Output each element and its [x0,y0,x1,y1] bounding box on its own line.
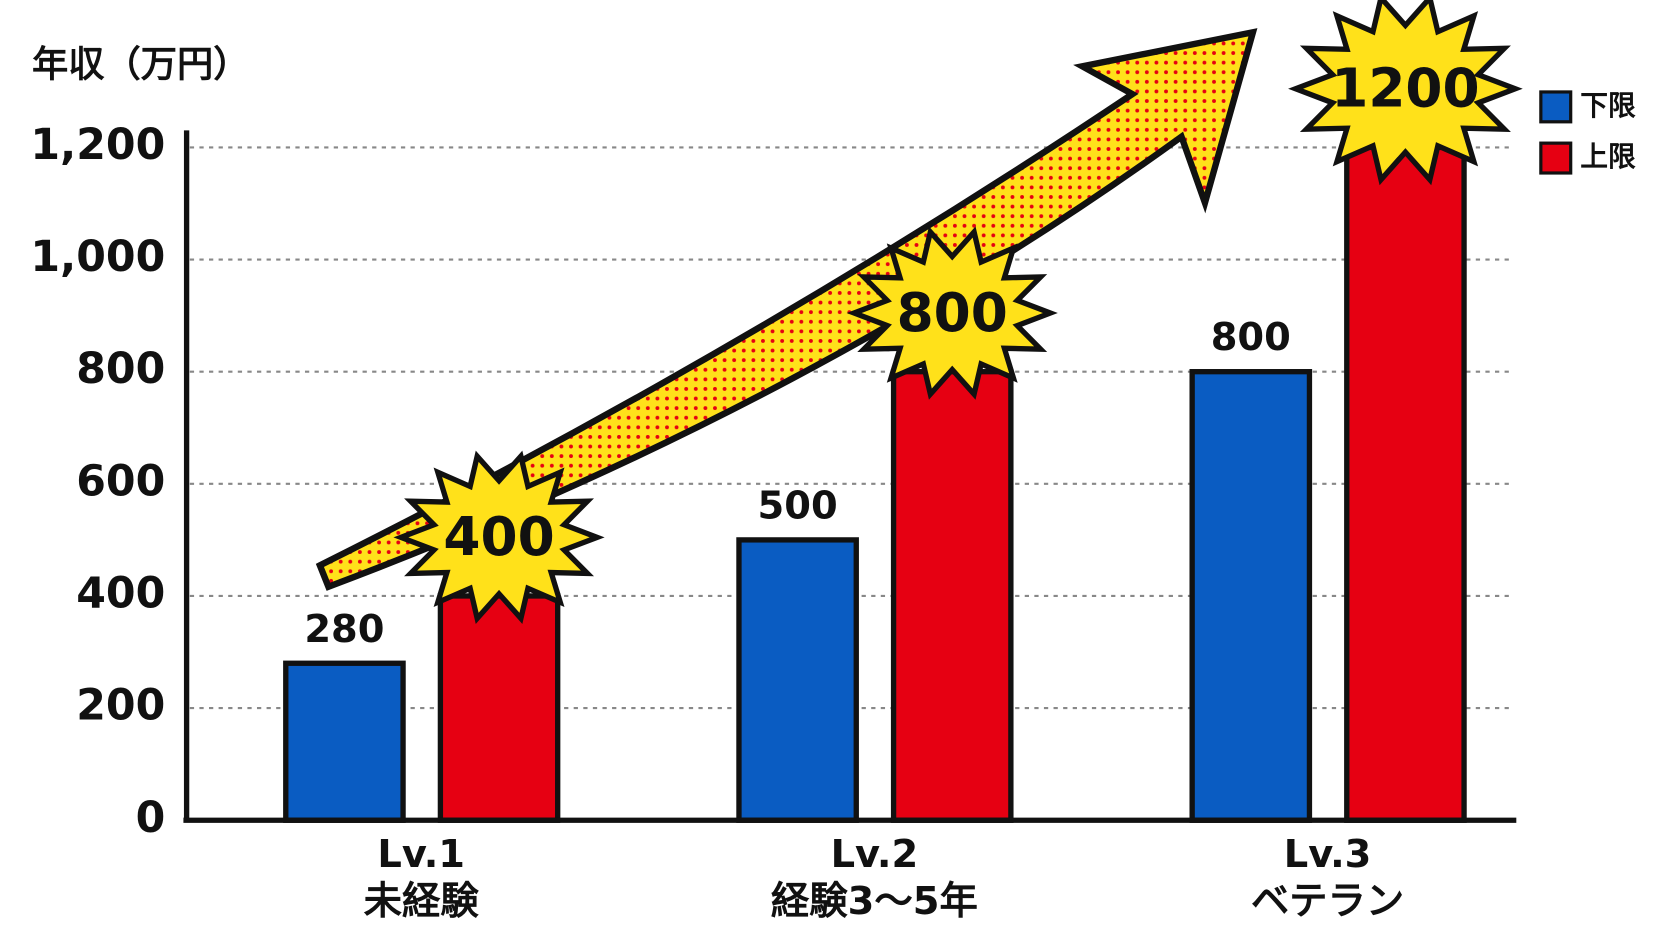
bar [890,369,1014,823]
trend-arrow [315,28,1258,591]
value-label: 500 [758,483,838,528]
bar [1344,144,1467,823]
value-burst [393,450,605,625]
value-burst [846,226,1058,400]
value-label: 800 [1211,315,1291,360]
y-axis-title: 年収（万円） [32,42,250,85]
x-tick-label: 経験3〜5年 [771,879,978,924]
bars [283,144,1467,823]
legend-swatch [1539,141,1573,175]
legend-swatch [1539,90,1573,124]
x-tick-label: ベテラン [1251,879,1405,924]
x-tick-label: Lv.2 [831,832,919,877]
bar [1189,369,1313,823]
legend-label: 上限 [1580,140,1636,173]
y-tick-label: 0 [136,793,166,843]
y-tick-label: 600 [76,456,165,506]
x-tick-label: Lv.3 [1284,832,1372,877]
grid: 0 200 400 600 800 1,000 1,200 [30,120,1515,843]
bar [736,537,859,823]
y-tick-label: 1,200 [30,120,165,170]
y-tick-label: 1,000 [30,232,165,282]
legend-label: 下限 [1580,89,1636,122]
bar [437,593,561,823]
x-tick-label: 未経験 [364,879,480,924]
x-tick-label: Lv.1 [377,832,465,877]
value-label: 400 [443,506,554,568]
y-tick-label: 400 [76,568,165,618]
value-label: 280 [304,607,384,652]
value-label: 800 [897,282,1008,344]
bar [283,660,406,823]
y-tick-label: 800 [76,344,165,394]
value-label: 1200 [1331,58,1479,120]
y-tick-label: 200 [76,681,165,731]
value-burst [1288,0,1523,186]
